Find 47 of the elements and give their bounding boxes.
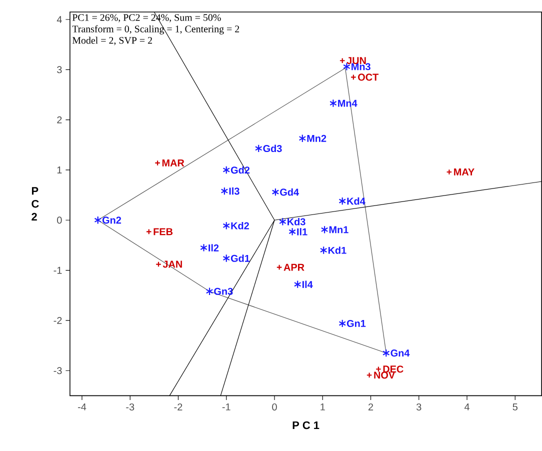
y-tick-label: -1 [54, 267, 62, 274]
y-tick-label: 4 [56, 16, 62, 24]
y-tick-label: 2 [57, 116, 62, 124]
series-label: Kd2 [231, 222, 249, 230]
x-tick-label: 4 [464, 404, 470, 410]
series-label: FEB [154, 228, 173, 236]
y-tick-label: 1 [57, 166, 62, 174]
y-tick-label: 3 [57, 66, 62, 74]
series-label: Mn4 [338, 100, 358, 107]
series-label: Kd3 [288, 218, 306, 226]
series-label: Il4 [302, 280, 313, 288]
series-label: JUN [346, 57, 366, 64]
annotation: Model = 2, SVP = 2 [72, 36, 152, 46]
series-label: Kd4 [347, 198, 366, 205]
y-tick-label: -2 [54, 317, 62, 324]
series-label: MAY [454, 168, 474, 176]
x-tick-label: 5 [512, 404, 518, 411]
series-label: Gd3 [263, 144, 282, 152]
x-tick-label: -1 [222, 404, 230, 410]
series-label: APR [284, 264, 304, 271]
series-label: Gd4 [280, 188, 299, 196]
x-tick-label: 1 [320, 404, 325, 410]
series-label: MAR [162, 160, 184, 167]
series-label: Gn1 [346, 320, 366, 328]
x-tick-label: -4 [78, 404, 86, 410]
y-axis-title: P C 2 [32, 187, 39, 221]
annotation: Transform = 0, Scaling = 1, Centering = 2 [72, 25, 240, 35]
x-tick-label: 3 [416, 404, 422, 411]
series-label: Mn2 [307, 135, 326, 142]
series-label: Kd1 [328, 246, 346, 254]
x-tick-label: 2 [368, 404, 374, 411]
y-tick-label: 0 [57, 216, 62, 224]
series-label: Il3 [229, 188, 240, 195]
x-tick-label: -3 [126, 404, 134, 411]
series-label: Gn2 [102, 216, 122, 224]
series-label: Mn3 [352, 63, 370, 70]
series-label: Il2 [208, 244, 219, 252]
series-label: OCT [358, 74, 379, 81]
y-tick-label: -3 [54, 367, 62, 374]
series-label: Gn4 [390, 350, 410, 357]
x-axis-title: P C 1 [292, 422, 320, 430]
series-label: DEC [383, 366, 404, 373]
x-tick-label: 0 [272, 404, 277, 411]
series-label: Il1 [297, 228, 308, 236]
series-label: Mn1 [329, 226, 348, 234]
series-label: Gd1 [230, 254, 250, 262]
x-tick-label: -2 [174, 404, 182, 411]
